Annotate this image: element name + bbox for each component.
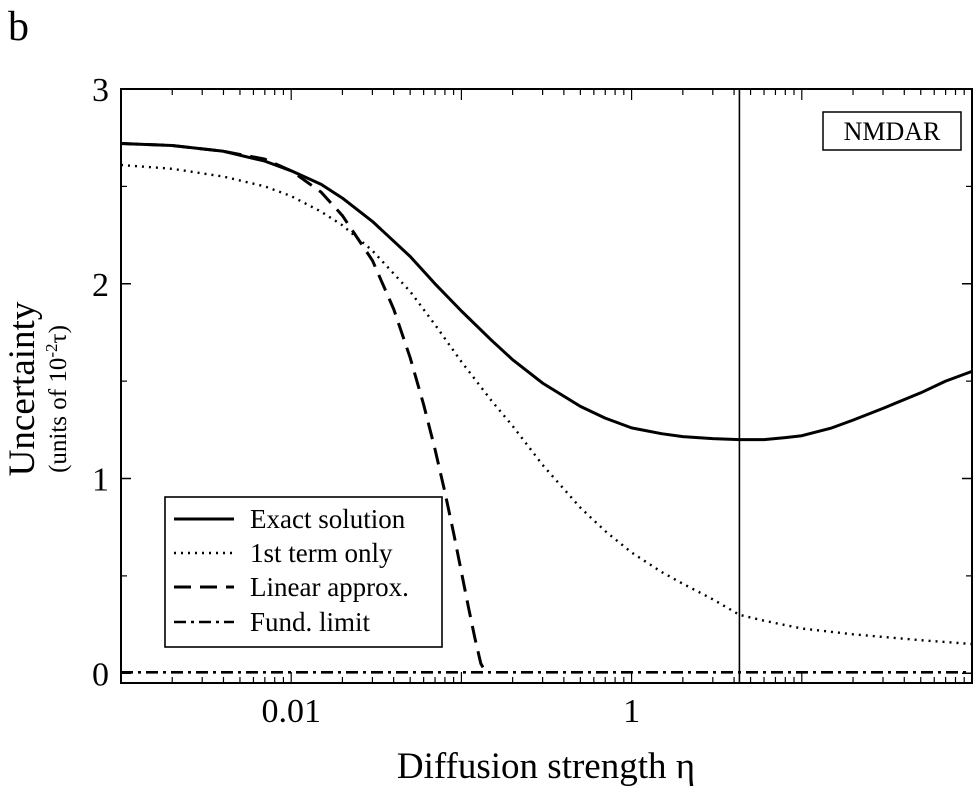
series-line-exact-solution — [120, 142, 973, 442]
nmdar-annotation: NMDAR — [738, 89, 962, 683]
y-axis-title-group: Uncertainty — [2, 301, 43, 476]
legend: Exact solution 1st term only Linear appr… — [164, 496, 443, 648]
nmdar-box — [822, 111, 962, 151]
x-tick-label-1: 1 — [623, 693, 640, 730]
y-axis-subtitle-group: (units of 10-2τ) — [42, 325, 72, 473]
legend-label-exact: Exact solution — [250, 504, 406, 534]
legend-label-fund-limit: Fund. limit — [250, 607, 371, 637]
legend-box — [164, 496, 443, 648]
y-tick-label-3: 3 — [92, 72, 109, 109]
y-axis-subtitle-prefix: (units of 10 — [45, 358, 72, 473]
nmdar-label: NMDAR — [844, 117, 941, 146]
legend-label-first-term: 1st term only — [250, 538, 393, 568]
series-line-linear-approx — [120, 142, 488, 675]
legend-label-linear: Linear approx. — [250, 572, 409, 602]
panel-letter: b — [8, 4, 29, 50]
plot-frame — [120, 88, 973, 684]
series-layer — [120, 142, 973, 675]
y-axis-subtitle-suffix: τ) — [45, 325, 72, 343]
x-tick-label-0.01: 0.01 — [261, 693, 321, 730]
x-axis-title: Diffusion strength η — [397, 746, 695, 787]
axis-ticks: 0 1 2 3 0.01 1 — [92, 72, 973, 730]
y-axis-subtitle-exp: -2 — [42, 343, 61, 357]
y-axis-subtitle: (units of 10-2τ) — [42, 325, 72, 473]
y-axis-title: Uncertainty — [2, 301, 43, 476]
y-tick-label-0: 0 — [92, 656, 109, 693]
y-tick-label-2: 2 — [92, 267, 109, 304]
y-tick-label-1: 1 — [92, 462, 109, 499]
